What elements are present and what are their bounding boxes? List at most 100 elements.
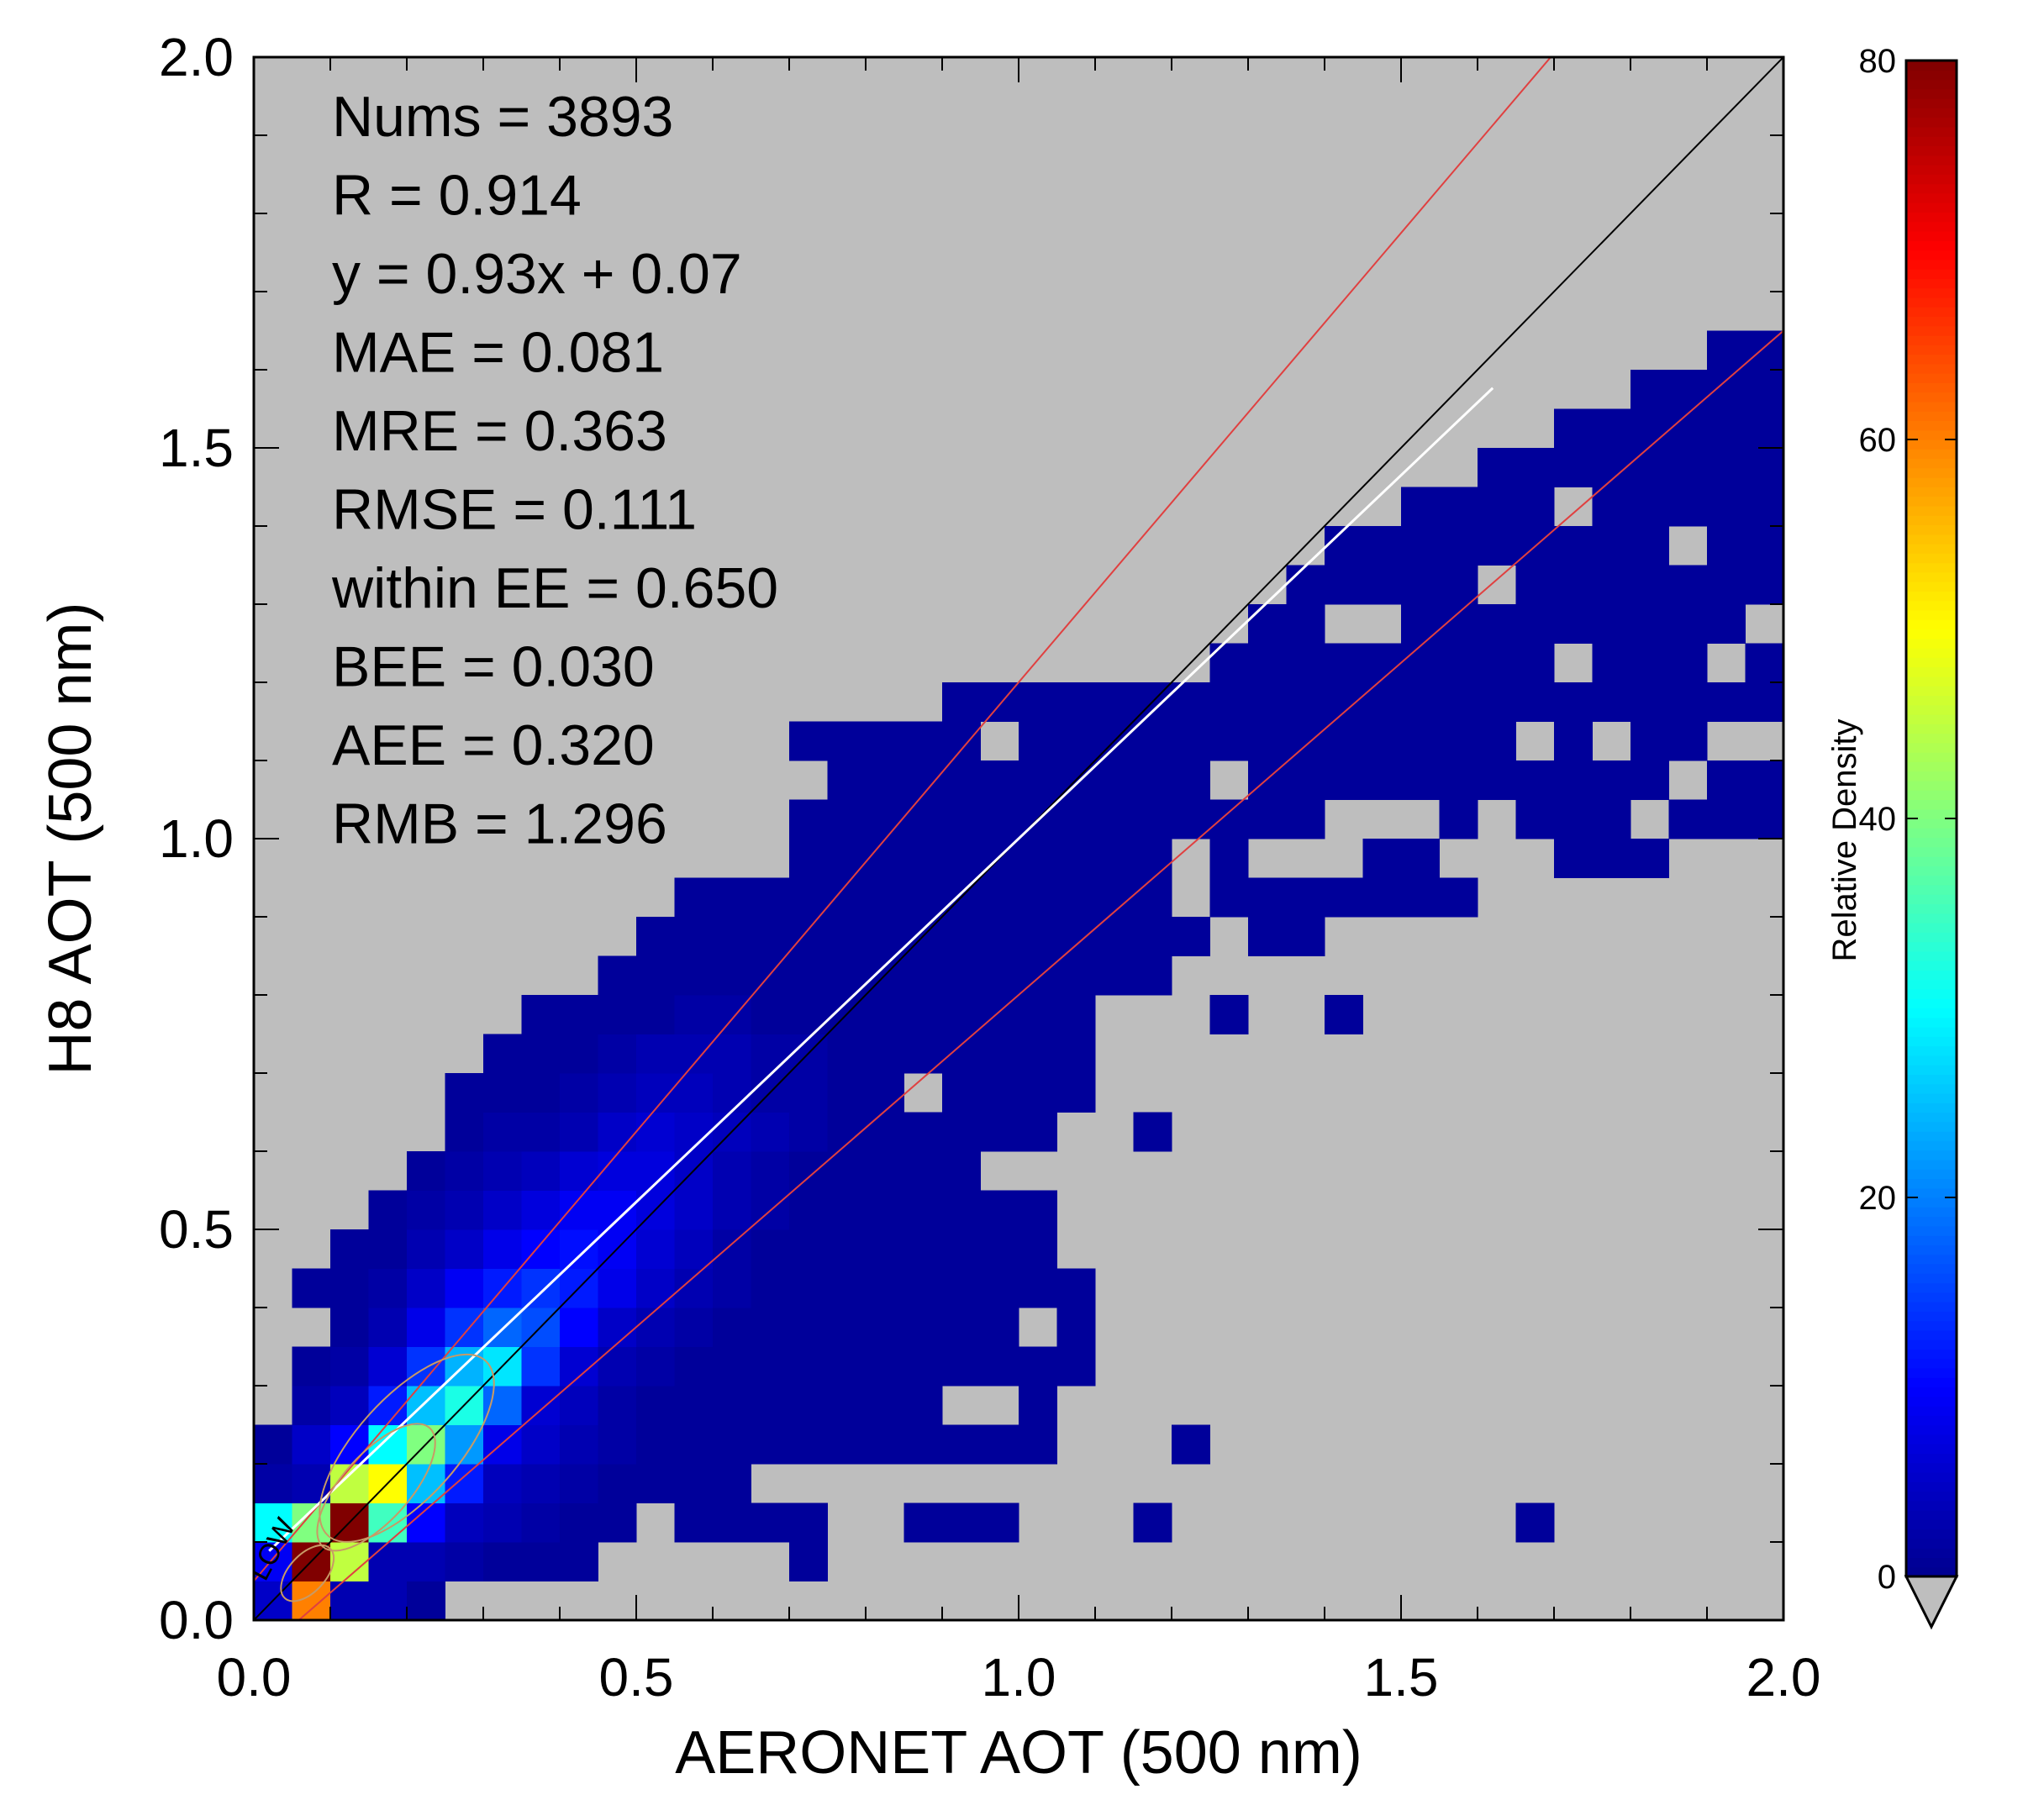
colorbar-step [1906, 297, 1957, 308]
density-cell [1554, 565, 1593, 605]
colorbar-step [1906, 354, 1957, 365]
colorbar-step [1906, 1263, 1957, 1274]
density-cell [751, 877, 790, 918]
colorbar-step [1906, 203, 1957, 213]
density-cell [407, 1229, 445, 1269]
density-cell [1325, 760, 1363, 800]
colorbar-step [1906, 505, 1957, 516]
density-cell [903, 1268, 943, 1308]
density-cell [1056, 955, 1096, 996]
density-cell [674, 955, 714, 996]
density-cell [1975, 526, 2014, 566]
colorbar-step [1906, 1187, 1957, 1198]
density-cell [445, 1112, 484, 1152]
density-cell [827, 839, 867, 878]
density-cell [903, 1112, 943, 1152]
density-cell [1592, 643, 1631, 683]
density-cell [789, 1542, 828, 1581]
density-cell [1860, 566, 1899, 605]
density-cell [942, 1308, 981, 1347]
density-cell [980, 1073, 1019, 1113]
density-cell [1668, 487, 1708, 527]
colorbar-step [1906, 629, 1957, 639]
colorbar-step [1906, 704, 1957, 715]
density-cell [483, 1190, 522, 1230]
density-cell [789, 799, 828, 839]
density-cell [521, 1268, 561, 1308]
density-cell [1248, 917, 1287, 956]
colorbar-step [1906, 1481, 1957, 1492]
colorbar-step [1906, 1396, 1957, 1407]
density-cell [942, 1073, 981, 1113]
colorbar-step [1906, 903, 1957, 914]
y-tick-label: 1.0 [159, 808, 234, 869]
density-cell [1286, 682, 1325, 722]
density-cell [1286, 877, 1325, 918]
density-cell [903, 1229, 943, 1269]
density-cell [713, 1424, 751, 1465]
density-cell [636, 1386, 675, 1425]
colorbar-step [1906, 467, 1957, 478]
colorbar-step [1906, 1254, 1957, 1265]
density-cell [713, 1268, 751, 1308]
density-cell [445, 1464, 484, 1503]
stat-line: RMB = 1.296 [332, 792, 667, 856]
density-cell [866, 1112, 904, 1152]
density-cell [942, 799, 981, 839]
contour-middle [316, 1423, 436, 1552]
density-cell [1401, 565, 1440, 605]
density-cell [1248, 799, 1287, 839]
colorbar-step [1906, 1557, 1957, 1568]
stat-line: AEE = 0.320 [332, 713, 655, 777]
density-cell [903, 1151, 943, 1191]
density-cell [1056, 682, 1096, 722]
density-cell [1822, 409, 1861, 449]
density-cell [1172, 799, 1210, 839]
density-cell [751, 1308, 790, 1347]
density-cell [674, 995, 714, 1034]
density-cell [560, 1424, 598, 1465]
density-cell [1133, 955, 1172, 996]
density-cell [1209, 721, 1249, 761]
colorbar-tick-label: 60 [1859, 422, 1897, 459]
colorbar-step [1906, 1092, 1957, 1103]
colorbar-step [1906, 1083, 1957, 1094]
density-cell [1478, 448, 1516, 487]
density-cell [1362, 839, 1402, 878]
density-cell [942, 1151, 981, 1191]
density-cell [1095, 760, 1134, 800]
density-cell [636, 1346, 675, 1387]
density-cell [1515, 565, 1555, 605]
density-cell [751, 1034, 790, 1074]
density-cell [980, 955, 1019, 996]
density-cell [789, 1190, 828, 1230]
density-cell [1783, 370, 1822, 409]
density-cell [789, 1112, 828, 1152]
density-cell [1745, 565, 1783, 605]
density-cell [827, 1346, 867, 1387]
colorbar-step [1906, 392, 1957, 403]
density-cell [521, 1034, 561, 1074]
colorbar-step [1906, 1159, 1957, 1170]
colorbar-step [1906, 1045, 1957, 1056]
x-tick-label: 1.0 [982, 1647, 1056, 1708]
density-cell [2013, 331, 2044, 371]
colorbar-step [1906, 1102, 1957, 1113]
density-cell [866, 1386, 904, 1425]
density-cell [292, 1346, 331, 1387]
density-cell [1783, 331, 1822, 371]
density-cell [1592, 682, 1631, 722]
density-cell [866, 877, 904, 918]
density-cell [827, 799, 867, 839]
colorbar-step [1906, 382, 1957, 393]
density-cell [1286, 604, 1325, 644]
colorbar-step [1906, 790, 1957, 801]
density-cell [1515, 487, 1555, 527]
density-cell [1325, 643, 1363, 683]
density-cell [1783, 409, 1822, 449]
density-cell [1019, 682, 1057, 722]
density-cell [1401, 760, 1440, 800]
y-axis-title: H8 AOT (500 nm) [37, 603, 104, 1076]
density-cell [1630, 487, 1669, 527]
contour-outer [319, 1353, 495, 1543]
